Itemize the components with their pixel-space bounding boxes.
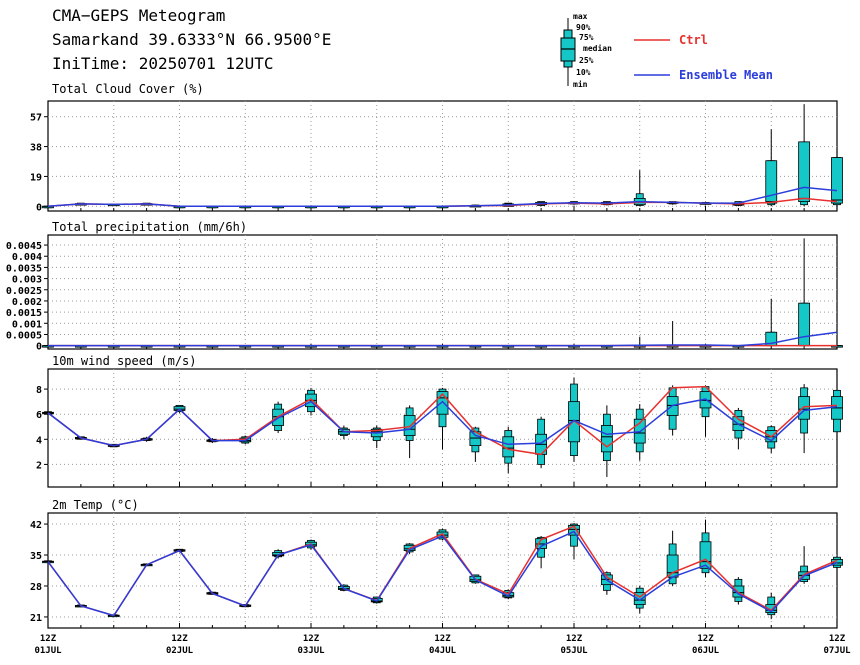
x-tick-label-date: 01JUL [34,646,62,656]
location-label: Samarkand 39.6333°N 66.9500°E [52,30,332,49]
box-plot [831,156,843,207]
y-tick-label: 42 [30,520,42,531]
y-tick-label: 0 [36,342,42,353]
y-tick-label: 0.004 [12,252,42,263]
panel-title-1: Total precipitation (mm/6h) [52,220,247,234]
x-tick-label-date: 06JUL [692,646,720,656]
x-tick-label-hour: 12Z [697,634,714,644]
y-tick-label: 0.003 [12,275,42,286]
box-inner [798,396,811,420]
box-inner [831,157,843,204]
initime-label: IniTime: 20250701 12UTC [52,54,274,73]
x-tick-label-date: 02JUL [166,646,194,656]
boxlegend-label-p75: 75% [579,33,594,42]
x-tick-label-hour: 12Z [303,634,320,644]
boxlegend-label-median: median [583,43,612,53]
y-tick-label: 0.0005 [6,330,42,341]
y-tick-label: 4 [36,435,42,446]
boxlegend-label-p25: 25% [579,56,594,65]
y-tick-label: 2 [36,460,42,471]
box-plot [798,384,811,454]
boxlegend-label-min: min [573,79,588,89]
ensemble-mean-line [47,530,838,617]
box-inner [666,554,679,578]
box-inner [568,524,580,536]
box-inner [798,141,811,202]
panel-title-3: 2m Temp (°C) [52,498,139,512]
y-tick-label: 19 [30,172,42,183]
chart-title: CMA−GEPS Meteogram [52,6,226,25]
x-tick-label-hour: 12Z [829,634,846,644]
box-plot [436,387,449,450]
box-plot [600,405,613,477]
y-tick-label: 6 [36,410,42,421]
y-tick-label: 57 [30,113,42,124]
x-tick-label-hour: 12Z [566,634,583,644]
x-tick-label-hour: 12Z [171,634,188,644]
y-tick-label: 38 [30,143,42,154]
x-tick-label-date: 04JUL [429,646,457,656]
y-tick-label: 0 [36,202,42,213]
box-plot [403,405,416,459]
y-tick-label: 0.001 [12,319,42,330]
panel-title-2: 10m wind speed (m/s) [52,354,197,368]
x-tick-label-hour: 12Z [434,634,451,644]
box-plot [798,104,811,207]
x-tick-label-date: 05JUL [560,646,588,656]
y-tick-label: 0.0045 [6,241,42,252]
ensemble-mean-line [47,186,838,208]
legend-label-ctrl: Ctrl [679,33,708,47]
box-plot [798,238,811,347]
y-tick-label: 0.0025 [6,286,42,297]
box-plot [699,385,712,437]
x-tick-label-date: 07JUL [823,646,851,656]
boxlegend-label-p10: 10% [576,68,591,77]
y-tick-label: 35 [30,551,42,562]
box-inner [600,425,613,453]
box-plot [765,298,778,347]
legend-label-ensemble-mean: Ensemble Mean [679,68,773,82]
box-inner [436,391,449,415]
x-tick-label-date: 03JUL [297,646,325,656]
boxlegend-label-p90: 90% [576,23,591,32]
panel-title-0: Total Cloud Cover (%) [52,82,204,96]
box-inner [798,302,811,347]
ensemble-mean-line [48,331,838,347]
x-tick-label-hour: 12Z [40,634,57,644]
y-tick-label: 21 [30,613,42,624]
box-plot [272,549,285,559]
y-tick-label: 28 [30,582,42,593]
y-tick-label: 8 [36,385,42,396]
box-inner [568,401,580,443]
box-plot [732,407,745,450]
box-inner [633,592,646,605]
box-plot [568,523,580,560]
box-plot [831,389,843,451]
box-plot [370,425,383,449]
y-tick-label: 0.0015 [6,308,42,319]
boxlegend-label-max: max [573,12,588,21]
ensemble-mean-line [47,398,838,447]
box-inner [699,541,712,569]
y-tick-label: 0.002 [12,297,42,308]
y-tick-label: 0.0035 [6,263,42,274]
